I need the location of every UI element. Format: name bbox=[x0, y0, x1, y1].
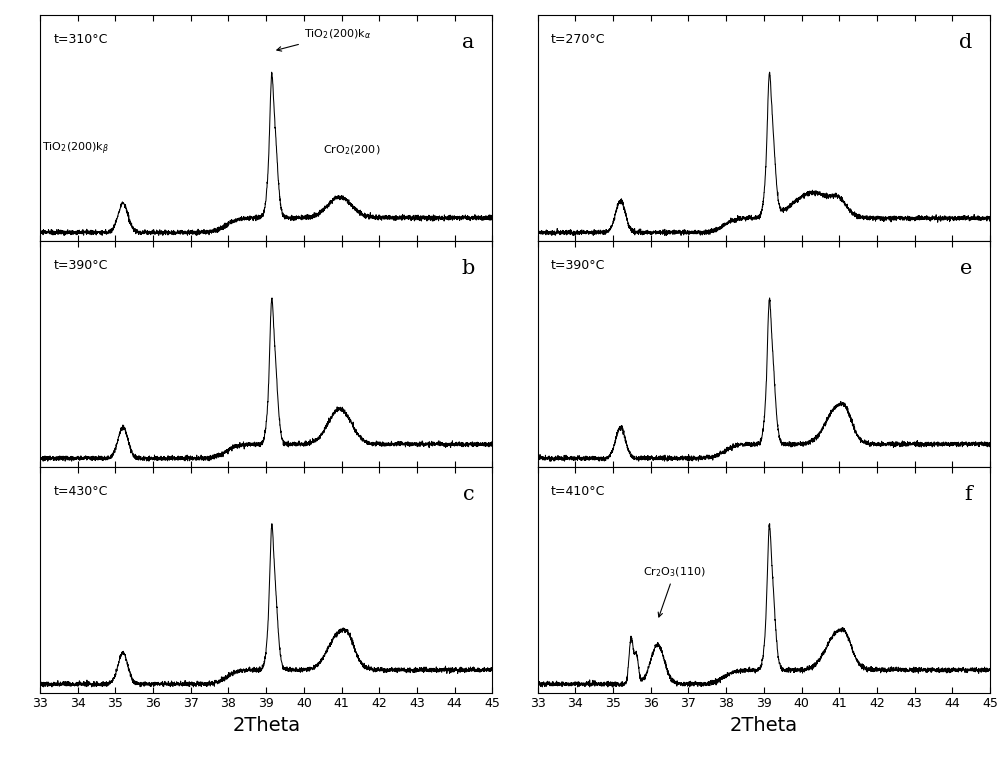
X-axis label: 2Theta: 2Theta bbox=[730, 716, 798, 735]
Text: TiO$_2$(200)k$_{\beta}$: TiO$_2$(200)k$_{\beta}$ bbox=[42, 140, 109, 157]
Text: f: f bbox=[964, 485, 972, 504]
Text: CrO$_2$(200): CrO$_2$(200) bbox=[323, 143, 380, 157]
Text: TiO$_2$(200)k$_{\alpha}$: TiO$_2$(200)k$_{\alpha}$ bbox=[277, 27, 371, 51]
Text: c: c bbox=[463, 485, 474, 504]
X-axis label: 2Theta: 2Theta bbox=[232, 716, 300, 735]
Text: a: a bbox=[462, 33, 474, 53]
Text: t=310°C: t=310°C bbox=[54, 33, 108, 46]
Text: Cr$_2$O$_3$(110): Cr$_2$O$_3$(110) bbox=[643, 565, 706, 617]
Text: t=390°C: t=390°C bbox=[54, 259, 108, 272]
Text: d: d bbox=[959, 33, 972, 53]
Text: t=270°C: t=270°C bbox=[551, 33, 606, 46]
Text: e: e bbox=[960, 259, 972, 278]
Text: t=390°C: t=390°C bbox=[551, 259, 606, 272]
Text: t=430°C: t=430°C bbox=[54, 485, 108, 498]
Text: t=410°C: t=410°C bbox=[551, 485, 606, 498]
Text: b: b bbox=[461, 259, 474, 278]
